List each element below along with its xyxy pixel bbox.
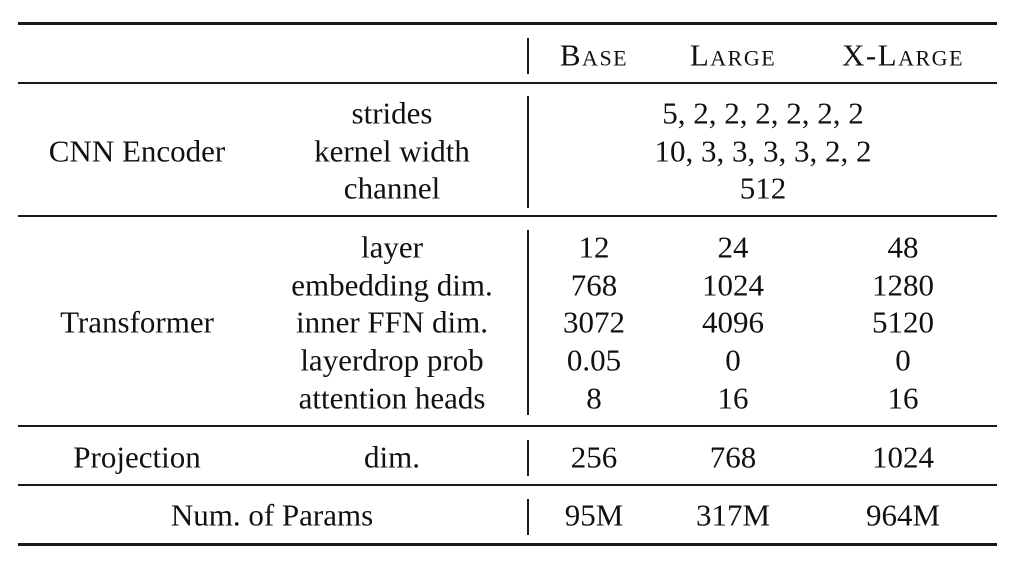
cnn-rule (18, 215, 997, 217)
transformer-cell-large: 24 (717, 229, 749, 265)
params-cell-large: 317M (695, 497, 771, 533)
transformer-cell-base: 0.05 (566, 342, 622, 378)
header-rule (18, 82, 997, 84)
transformer-cell-large: 1024 (702, 267, 764, 303)
transformer-cell-large: 16 (717, 380, 749, 416)
transformer-cell-base: 3072 (563, 304, 625, 340)
transformer-separator (527, 230, 529, 415)
transformer-group-label: Transformer (60, 304, 214, 340)
header-xlarge: X-Large (841, 37, 965, 73)
params-cell-xlarge: 964M (865, 497, 941, 533)
params-label: Num. of Params (170, 497, 374, 533)
transformer-row-label: inner FFN dim. (295, 304, 489, 340)
kernel-value: 10, 3, 3, 3, 3, 2, 2 (654, 133, 872, 169)
projection-rule (18, 484, 997, 486)
transformer-rule (18, 425, 997, 427)
projection-label: dim. (364, 439, 420, 475)
kernel-label: kernel width (314, 133, 470, 169)
channel-label: channel (343, 170, 441, 206)
transformer-cell-xlarge: 1280 (872, 267, 934, 303)
transformer-row-label: attention heads (298, 380, 486, 416)
transformer-cell-xlarge: 16 (887, 380, 919, 416)
params-separator (527, 499, 529, 535)
transformer-cell-base: 12 (578, 229, 610, 265)
transformer-cell-large: 4096 (702, 304, 764, 340)
transformer-row-label: embedding dim. (291, 267, 493, 303)
projection-cell-xlarge: 1024 (872, 439, 934, 475)
transformer-row-label: layer (361, 229, 423, 265)
projection-group-label: Projection (73, 439, 201, 475)
header-separator (527, 38, 529, 74)
header-large: Large (689, 37, 777, 73)
transformer-cell-xlarge: 0 (895, 342, 911, 378)
channel-value: 512 (739, 170, 787, 206)
transformer-cell-base: 8 (586, 380, 602, 416)
strides-value: 5, 2, 2, 2, 2, 2, 2 (662, 95, 864, 131)
transformer-cell-xlarge: 5120 (872, 304, 934, 340)
projection-cell-base: 256 (570, 439, 618, 475)
params-cell-base: 95M (564, 497, 624, 533)
top-rule (18, 22, 997, 25)
transformer-cell-xlarge: 48 (887, 229, 919, 265)
cnn-group-label: CNN Encoder (48, 133, 226, 169)
projection-separator (527, 440, 529, 476)
cnn-separator (527, 96, 529, 208)
strides-label: strides (351, 95, 433, 131)
transformer-cell-base: 768 (570, 267, 618, 303)
bottom-rule (18, 543, 997, 546)
header-base: Base (559, 37, 629, 73)
projection-cell-large: 768 (709, 439, 757, 475)
transformer-cell-large: 0 (725, 342, 741, 378)
transformer-row-label: layerdrop prob (300, 342, 484, 378)
